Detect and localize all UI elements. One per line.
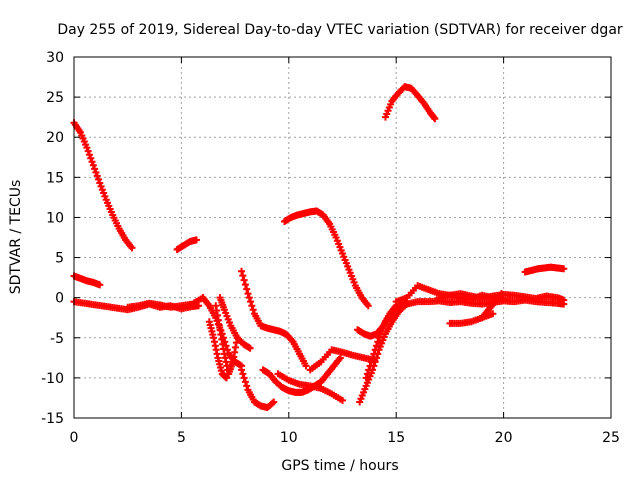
data-point	[96, 179, 104, 187]
y-tick-label: -15	[41, 411, 64, 427]
data-point	[246, 344, 254, 352]
data-point	[268, 399, 276, 407]
data-point	[241, 378, 249, 386]
data-point	[128, 244, 136, 252]
x-tick-label: 0	[70, 430, 79, 446]
data-point	[239, 370, 247, 378]
data-point	[96, 281, 104, 289]
y-tick-label: 25	[46, 90, 64, 106]
data-point	[336, 354, 344, 362]
data-point	[241, 281, 249, 289]
data-point	[302, 362, 310, 370]
x-tick-label: 5	[177, 430, 186, 446]
data-point	[240, 276, 248, 284]
series-arc-4	[124, 294, 207, 311]
data-point	[240, 374, 248, 382]
series-arc-2	[70, 272, 104, 289]
data-point	[88, 158, 96, 166]
data-point	[248, 302, 256, 310]
data-point	[101, 192, 109, 200]
data-point	[365, 366, 373, 374]
x-tick-label: 10	[280, 430, 298, 446]
series-arc-11	[238, 366, 278, 412]
series-arc-24	[478, 290, 505, 322]
data-point	[366, 362, 374, 370]
y-tick-label: 15	[46, 170, 64, 186]
y-tick-label: 20	[46, 130, 64, 146]
data-point	[367, 358, 375, 366]
data-point	[85, 151, 93, 159]
data-point	[247, 298, 255, 306]
data-point	[339, 396, 346, 404]
data-point	[270, 398, 278, 406]
data-point	[100, 189, 108, 197]
data-point	[372, 342, 380, 350]
data-point	[83, 144, 91, 152]
series-arc-5	[173, 236, 200, 254]
data-point	[97, 182, 105, 190]
data-point	[497, 290, 505, 298]
series-arc-10	[238, 267, 310, 370]
x-axis-label: GPS time / hours	[281, 458, 398, 474]
data-point	[239, 272, 247, 280]
chart-title: Day 255 of 2019, Sidereal Day-to-day VTE…	[57, 22, 623, 38]
data-point	[244, 290, 252, 298]
data-point	[560, 296, 568, 304]
series-arc-17	[356, 302, 409, 406]
y-tick-label: 30	[46, 50, 64, 66]
plot-frame	[73, 56, 612, 419]
data-point	[93, 172, 101, 180]
data-point	[243, 285, 251, 293]
series-arc-1	[70, 119, 136, 252]
axis-ticks: 0 5 10 15 20 25 -15 -10 -5 0 5 10 15 20 25 30	[41, 50, 620, 446]
data-point	[489, 310, 497, 318]
y-axis-label: SDTVAR / TECUs	[8, 180, 24, 295]
series-arc-9	[216, 294, 254, 352]
data-point	[98, 186, 106, 194]
data-point	[560, 265, 568, 273]
data-point	[238, 267, 246, 275]
data-point	[374, 338, 382, 346]
data-point	[362, 374, 370, 382]
y-tick-label: 5	[55, 251, 64, 267]
series-arc-7	[205, 318, 231, 382]
data-point	[223, 374, 231, 382]
y-tick-label: 0	[55, 291, 64, 307]
x-tick-label: 20	[495, 430, 513, 446]
data-point	[245, 294, 253, 302]
y-tick-label: 10	[46, 210, 64, 226]
data-point	[91, 165, 99, 173]
series-arc-25	[521, 263, 568, 276]
data-point	[364, 302, 372, 310]
series-arc-14	[281, 207, 372, 310]
data-point	[192, 236, 200, 244]
series-arc-23	[446, 310, 497, 327]
series-arc-19	[381, 83, 439, 123]
data-point	[238, 366, 246, 374]
data-point	[431, 115, 439, 123]
series-arc-22	[435, 290, 568, 304]
data-point	[92, 168, 100, 176]
data-point	[243, 382, 251, 390]
data-point	[87, 154, 95, 162]
x-tick-label: 15	[387, 430, 405, 446]
y-tick-label: -10	[41, 371, 64, 387]
data-point	[84, 147, 92, 155]
data-point	[94, 175, 102, 183]
data-point	[370, 350, 378, 358]
x-tick-label: 25	[602, 430, 620, 446]
data-point	[363, 370, 371, 378]
data-marks	[70, 83, 568, 412]
data-point	[89, 161, 97, 169]
data-point	[369, 354, 377, 362]
data-point	[371, 346, 379, 354]
series-arc-13	[274, 370, 346, 404]
grid-lines	[74, 57, 611, 418]
y-tick-label: -5	[50, 331, 64, 347]
data-point	[249, 306, 257, 314]
